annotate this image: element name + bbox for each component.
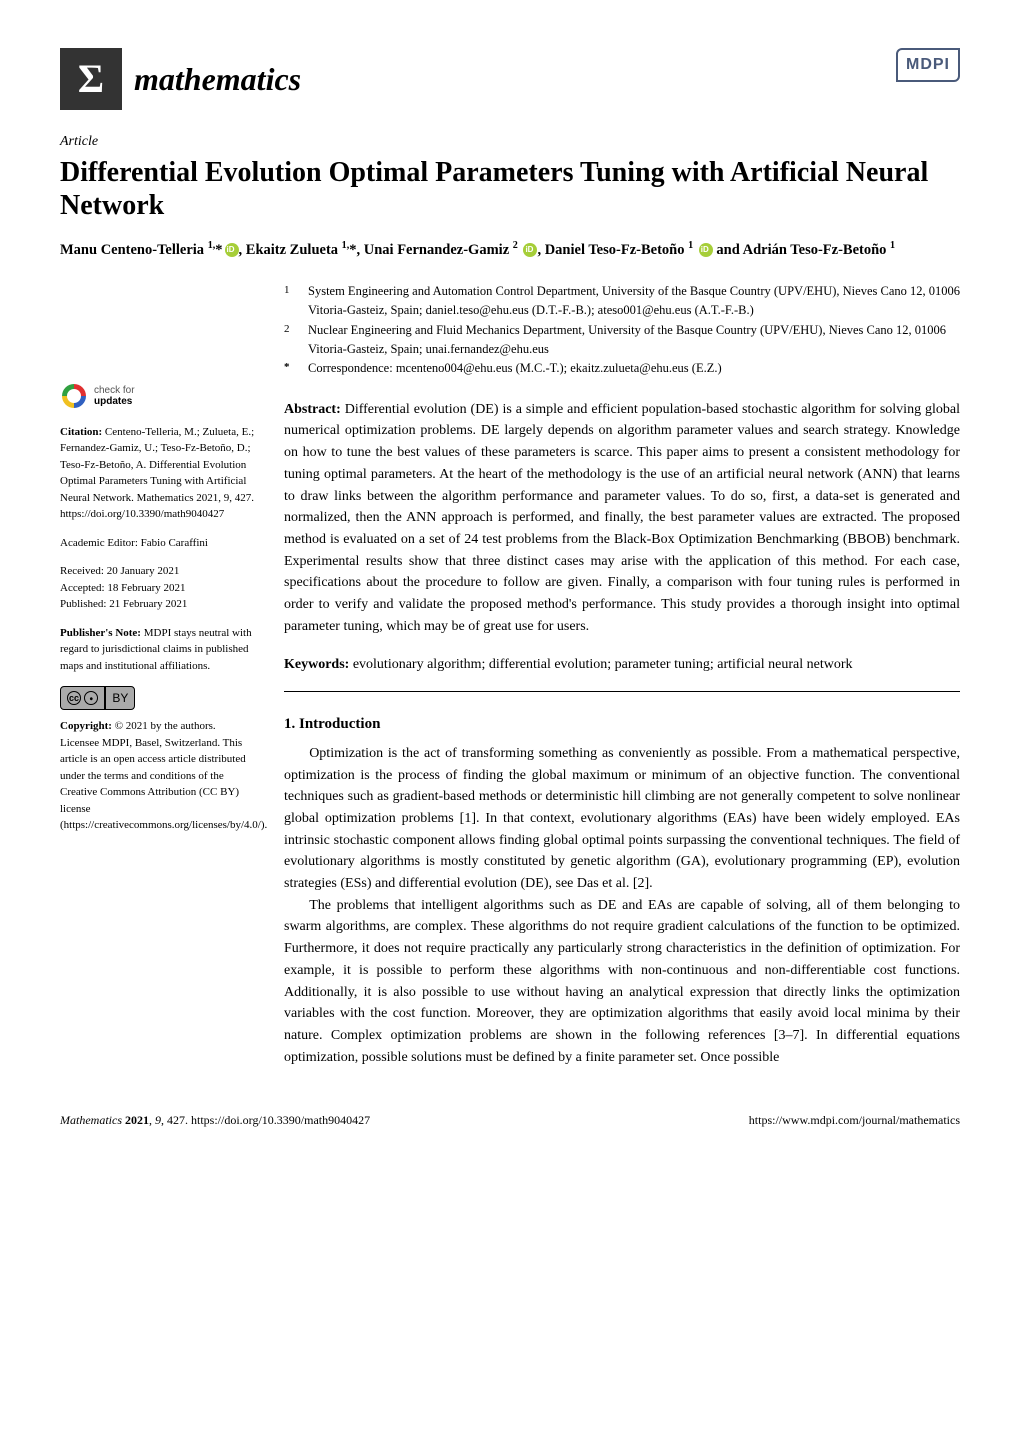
main-column: 1 System Engineering and Automation Cont…: [284, 282, 960, 1068]
paragraph: The problems that intelligent algorithms…: [284, 895, 960, 1069]
author: Manu Centeno-Telleria 1,*: [60, 242, 223, 258]
publishers-note: Publisher's Note: MDPI stays neutral wit…: [60, 625, 256, 675]
author: , Ekaitz Zulueta 1,*, Unai Fernandez-Gam…: [239, 242, 518, 258]
citation-text: Centeno-Telleria, M.; Zulueta, E.; Ferna…: [60, 426, 254, 521]
keywords-label: Keywords:: [284, 657, 349, 672]
check-line-2: updates: [94, 396, 135, 407]
orcid-icon[interactable]: [225, 243, 239, 257]
footer-right: https://www.mdpi.com/journal/mathematics: [749, 1112, 960, 1129]
check-for-updates-badge[interactable]: check for updates: [60, 382, 256, 410]
page-footer: Mathematics 2021, 9, 427. https://doi.or…: [60, 1104, 960, 1129]
affiliation-text: Nuclear Engineering and Fluid Mechanics …: [308, 321, 960, 360]
author: and Adrián Teso-Fz-Betoño 1: [716, 242, 895, 258]
affiliation-num: 1: [284, 282, 298, 321]
correspondence-marker: *: [284, 359, 298, 378]
affiliation-row: 2 Nuclear Engineering and Fluid Mechanic…: [284, 321, 960, 360]
abstract-text: Differential evolution (DE) is a simple …: [284, 402, 960, 634]
copyright-label: Copyright:: [60, 720, 112, 732]
article-type: Article: [60, 132, 960, 152]
citation-label: Citation:: [60, 426, 102, 438]
section-heading: 1. Introduction: [284, 714, 960, 735]
header-row: Σ mathematics MDPI: [60, 48, 960, 110]
by-icon: 🞄: [84, 691, 98, 705]
sigma-icon: Σ: [60, 48, 122, 110]
accepted-date: Accepted: 18 February 2021: [60, 582, 186, 594]
article-title: Differential Evolution Optimal Parameter…: [60, 156, 960, 223]
correspondence-text: Correspondence: mcenteno004@ehu.eus (M.C…: [308, 359, 722, 378]
authors-line: Manu Centeno-Telleria 1,* , Ekaitz Zuluet…: [60, 239, 960, 260]
paragraph: Optimization is the act of transforming …: [284, 743, 960, 895]
author: , Daniel Teso-Fz-Betoño 1: [537, 242, 693, 258]
dates-block: Received: 20 January 2021 Accepted: 18 F…: [60, 563, 256, 613]
abstract-block: Abstract: Differential evolution (DE) is…: [284, 399, 960, 638]
cc-by-badge[interactable]: cc 🞄 BY: [60, 686, 256, 710]
received-date: Received: 20 January 2021: [60, 565, 179, 577]
copyright-block: Copyright: © 2021 by the authors. Licens…: [60, 718, 256, 834]
journal-logo: Σ mathematics: [60, 48, 301, 110]
affiliations: 1 System Engineering and Automation Cont…: [284, 282, 960, 379]
affiliation-text: System Engineering and Automation Contro…: [308, 282, 960, 321]
affiliation-num: 2: [284, 321, 298, 360]
cc-icon: cc: [67, 691, 81, 705]
copyright-text: © 2021 by the authors. Licensee MDPI, Ba…: [60, 720, 267, 831]
keywords-block: Keywords: evolutionary algorithm; differ…: [284, 655, 960, 675]
journal-name: mathematics: [134, 57, 301, 102]
abstract-label: Abstract:: [284, 402, 341, 417]
check-updates-text: check for updates: [94, 385, 135, 407]
affiliation-row: 1 System Engineering and Automation Cont…: [284, 282, 960, 321]
crossmark-icon: [60, 382, 88, 410]
orcid-icon[interactable]: [523, 243, 537, 257]
published-date: Published: 21 February 2021: [60, 598, 187, 610]
publisher-logo: MDPI: [896, 48, 960, 82]
citation-block: Citation: Centeno-Telleria, M.; Zulueta,…: [60, 424, 256, 523]
by-label: BY: [105, 686, 135, 710]
footer-left: Mathematics 2021, 9, 427. https://doi.or…: [60, 1112, 370, 1129]
academic-editor: Academic Editor: Fabio Caraffini: [60, 535, 256, 552]
cc-icon-group: cc 🞄: [60, 686, 105, 710]
correspondence-row: * Correspondence: mcenteno004@ehu.eus (M…: [284, 359, 960, 378]
check-line-1: check for: [94, 385, 135, 396]
keywords-text: evolutionary algorithm; differential evo…: [353, 657, 853, 672]
divider: [284, 691, 960, 692]
orcid-icon[interactable]: [699, 243, 713, 257]
publishers-note-label: Publisher's Note:: [60, 627, 141, 639]
body-text: Optimization is the act of transforming …: [284, 743, 960, 1068]
sidebar: check for updates Citation: Centeno-Tell…: [60, 282, 256, 1068]
